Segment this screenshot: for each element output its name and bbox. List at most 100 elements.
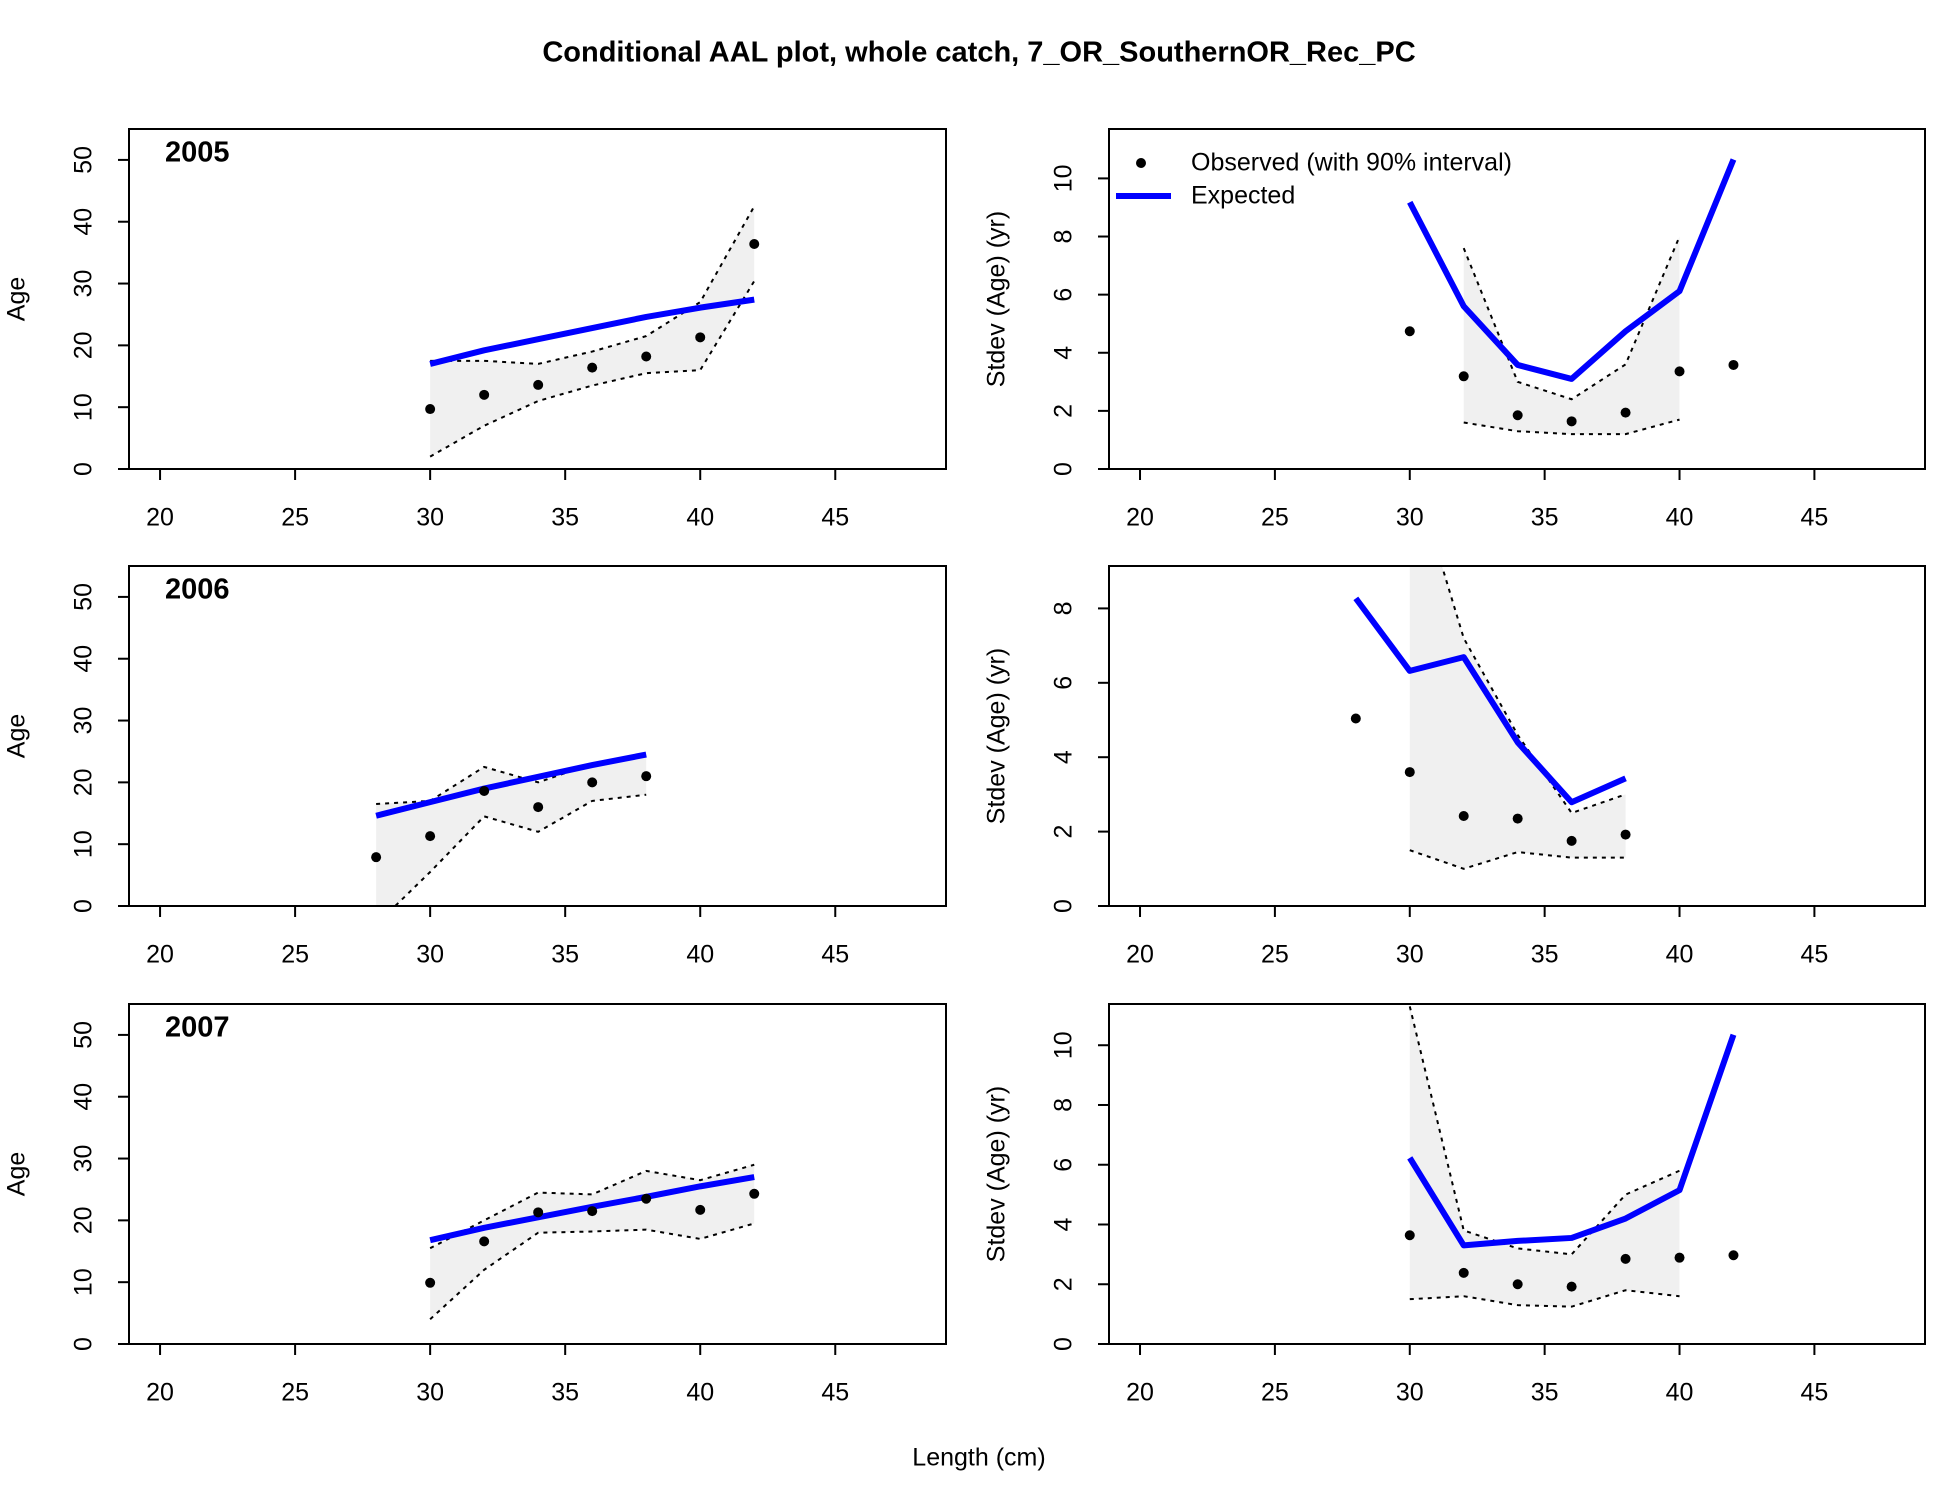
y-tick-label: 0 (1050, 462, 1078, 476)
y-tick-label: 10 (1050, 1031, 1078, 1059)
x-tick-label: 40 (686, 1379, 714, 1407)
observed-point (533, 379, 544, 390)
figure-title: Conditional AAL plot, whole catch, 7_OR_… (542, 37, 1415, 69)
y-tick-label: 30 (70, 1145, 98, 1173)
x-tick-label: 40 (1666, 1379, 1694, 1407)
y-axis-label: Age (3, 714, 31, 758)
observed-point (479, 786, 490, 797)
observed-point (695, 1204, 706, 1215)
y-tick-label: 2 (1050, 404, 1078, 418)
plot-frame (128, 128, 947, 470)
plot-area (1404, 158, 1739, 436)
observed-point (1566, 416, 1577, 427)
observed-point (479, 389, 490, 400)
y-tick-label: 6 (1050, 676, 1078, 690)
observed-point (1566, 835, 1577, 846)
observed-point (1512, 410, 1523, 421)
x-tick-label: 45 (1800, 504, 1828, 532)
x-tick-label: 20 (146, 1379, 174, 1407)
x-tick-label: 30 (416, 941, 444, 969)
x-tick-label: 20 (1126, 504, 1154, 532)
y-tick-label: 4 (1050, 346, 1078, 360)
y-tick-label: 40 (70, 208, 98, 236)
x-tick-label: 25 (1261, 1379, 1289, 1407)
observed-point (1350, 713, 1361, 724)
observed-point (1674, 1252, 1685, 1263)
observed-point (533, 802, 544, 813)
y-tick-label: 0 (70, 899, 98, 913)
x-tick-label: 35 (551, 504, 579, 532)
observed-point (641, 351, 652, 362)
observed-point (1620, 829, 1631, 840)
interval-lower (1463, 418, 1680, 436)
y-tick-label: 2 (1050, 1277, 1078, 1291)
y-tick-label: 8 (1050, 230, 1078, 244)
plot-area (425, 205, 760, 458)
y-tick-label: 50 (70, 146, 98, 174)
observed-point (587, 1206, 598, 1217)
legend-marker-observed (1136, 158, 1146, 168)
panel: 20 25 30 35 40 45 0 10 20 30 40 50 Age 2006 (3, 565, 947, 969)
y-tick-label: 20 (70, 331, 98, 359)
expected-line (1407, 158, 1737, 382)
x-axis-label: Length (cm) (912, 1444, 1045, 1472)
interval-band (1409, 566, 1626, 869)
x-tick-label: 45 (1800, 1379, 1828, 1407)
x-tick-label: 35 (551, 1379, 579, 1407)
x-tick-label: 20 (1126, 941, 1154, 969)
observed-point (1512, 813, 1523, 824)
interval-upper (1440, 566, 1626, 815)
observed-point (587, 362, 598, 373)
y-tick-label: 10 (70, 830, 98, 858)
y-tick-label: 30 (70, 270, 98, 298)
interval-upper (1462, 236, 1681, 401)
panel: 20 25 30 35 40 45 0 2 4 6 8 Stdev (Age) (yr) (983, 565, 1926, 969)
y-tick-label: 50 (70, 583, 98, 611)
observed-point (1566, 1281, 1577, 1292)
x-tick-label: 45 (1800, 941, 1828, 969)
observed-point (749, 1188, 760, 1199)
observed-point (1674, 366, 1685, 377)
x-tick-label: 45 (821, 1379, 849, 1407)
observed-point (1620, 407, 1631, 418)
x-tick-label: 30 (1396, 504, 1424, 532)
plot-frame (128, 1003, 947, 1345)
y-tick-label: 20 (70, 768, 98, 796)
observed-point (1404, 326, 1415, 337)
interval-lower (1409, 849, 1626, 870)
y-axis-label: Stdev (Age) (yr) (983, 1086, 1011, 1262)
x-tick-label: 30 (416, 504, 444, 532)
panel-title: 2007 (165, 1012, 230, 1044)
observed-point (1458, 1267, 1469, 1278)
y-tick-label: 4 (1050, 1217, 1078, 1231)
legend-label: Expected (1191, 182, 1295, 210)
y-tick-label: 6 (1050, 288, 1078, 302)
panel-title: 2005 (165, 137, 230, 169)
observed-point (1404, 767, 1415, 778)
y-axis-label: Age (3, 277, 31, 321)
x-tick-label: 20 (146, 504, 174, 532)
y-tick-label: 0 (1050, 1337, 1078, 1351)
interval-lower (1409, 1289, 1680, 1308)
x-tick-label: 20 (146, 941, 174, 969)
plot-area (425, 1163, 760, 1321)
x-tick-label: 30 (1396, 1379, 1424, 1407)
y-axis-label: Stdev (Age) (yr) (983, 648, 1011, 824)
observed-point (533, 1207, 544, 1218)
interval-band (430, 206, 755, 457)
interval-band (430, 1164, 755, 1320)
y-tick-label: 6 (1050, 1158, 1078, 1172)
x-tick-label: 35 (551, 941, 579, 969)
observed-point (695, 332, 706, 343)
panel: 20 25 30 35 40 45 0 2 4 6 8 10 Stdev (Age) (yr) Obser… (983, 128, 1926, 532)
plot-area (1404, 1006, 1739, 1308)
observed-point (641, 771, 652, 782)
interval-lower (393, 793, 647, 906)
x-tick-label: 40 (1666, 504, 1694, 532)
observed-point (1458, 810, 1469, 821)
y-tick-label: 4 (1050, 750, 1078, 764)
y-tick-label: 30 (70, 707, 98, 735)
observed-point (1728, 359, 1739, 370)
y-axis-label: Stdev (Age) (yr) (983, 211, 1011, 387)
